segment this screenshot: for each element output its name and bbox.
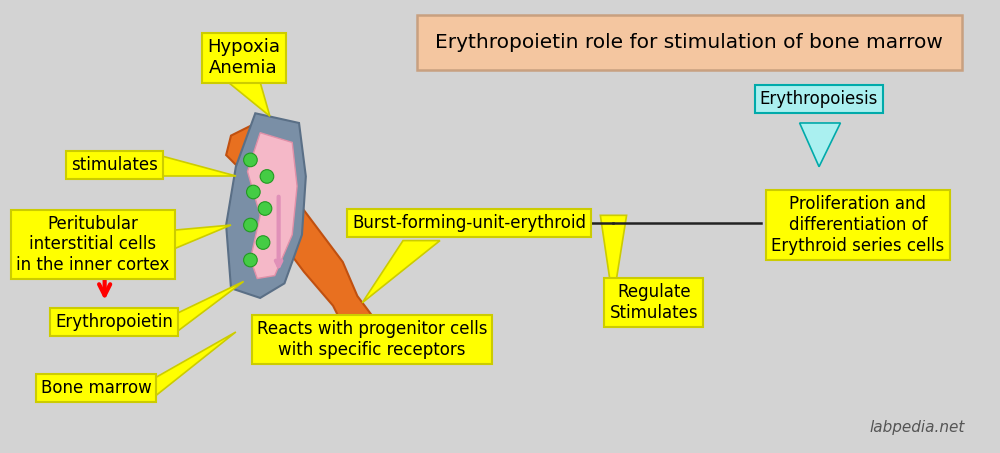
- Circle shape: [256, 236, 270, 249]
- Polygon shape: [166, 225, 231, 252]
- Polygon shape: [800, 123, 840, 167]
- Text: stimulates: stimulates: [71, 156, 158, 174]
- Polygon shape: [362, 241, 440, 303]
- Text: Hypoxia
Anemia: Hypoxia Anemia: [207, 39, 280, 77]
- Polygon shape: [226, 126, 372, 335]
- Text: Burst-forming-unit-erythroid: Burst-forming-unit-erythroid: [352, 214, 586, 232]
- Text: Bone marrow: Bone marrow: [41, 379, 151, 397]
- Circle shape: [260, 169, 274, 183]
- Polygon shape: [226, 113, 306, 298]
- Circle shape: [244, 153, 257, 167]
- Circle shape: [258, 202, 272, 215]
- Circle shape: [247, 185, 260, 199]
- Circle shape: [244, 253, 257, 267]
- Polygon shape: [150, 332, 236, 400]
- FancyBboxPatch shape: [417, 15, 962, 69]
- Polygon shape: [600, 215, 627, 301]
- Polygon shape: [173, 281, 244, 335]
- Text: Peritubular
interstitial cells
in the inner cortex: Peritubular interstitial cells in the in…: [16, 215, 170, 274]
- Circle shape: [244, 218, 257, 232]
- Polygon shape: [228, 82, 270, 116]
- Text: Regulate
Stimulates: Regulate Stimulates: [609, 284, 698, 322]
- Text: Erythropoietin role for stimulation of bone marrow: Erythropoietin role for stimulation of b…: [435, 33, 943, 52]
- Polygon shape: [158, 155, 236, 176]
- Text: Proliferation and
differentiation of
Erythroid series cells: Proliferation and differentiation of Ery…: [771, 195, 945, 255]
- Text: Erythropoietin: Erythropoietin: [55, 313, 173, 331]
- Text: Erythropoiesis: Erythropoiesis: [760, 90, 878, 108]
- Text: Reacts with progenitor cells
with specific receptors: Reacts with progenitor cells with specif…: [257, 320, 487, 359]
- Polygon shape: [248, 133, 297, 279]
- Text: labpedia.net: labpedia.net: [869, 420, 965, 435]
